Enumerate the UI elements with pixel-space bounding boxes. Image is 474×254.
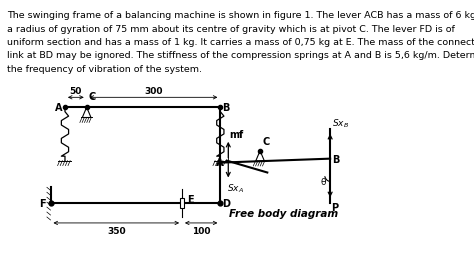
Text: A: A [217, 157, 224, 167]
Text: mf: mf [230, 129, 244, 139]
Text: A: A [55, 103, 62, 113]
Text: the frequency of vibration of the system.: the frequency of vibration of the system… [7, 65, 202, 73]
Text: a radius of gyration of 75 mm about its centre of gravity which is at pivot C. T: a radius of gyration of 75 mm about its … [7, 25, 455, 34]
Text: 350: 350 [107, 226, 126, 235]
Text: θ: θ [320, 178, 326, 187]
Text: C: C [88, 92, 95, 102]
Text: Free body diagram: Free body diagram [228, 208, 338, 218]
Text: uniform section and has a mass of 1 kg. It carries a mass of 0,75 kg at E. The m: uniform section and has a mass of 1 kg. … [7, 38, 474, 47]
Text: D: D [222, 198, 230, 208]
Text: 100: 100 [192, 226, 210, 235]
Text: The swinging frame of a balancing machine is shown in figure 1. The lever ACB ha: The swinging frame of a balancing machin… [7, 11, 474, 20]
Text: B: B [332, 154, 340, 164]
Text: $\mathit{Sx}_A$: $\mathit{Sx}_A$ [227, 182, 244, 194]
Text: B: B [222, 103, 230, 113]
Text: F: F [39, 198, 46, 208]
Bar [180, 199, 184, 208]
Text: E: E [187, 194, 194, 204]
Text: link at BD may be ignored. The stiffness of the compression springs at A and B i: link at BD may be ignored. The stiffness… [7, 51, 474, 60]
Text: 300: 300 [144, 87, 163, 96]
Text: 50: 50 [70, 87, 82, 96]
Text: C: C [263, 136, 270, 146]
Text: P: P [332, 202, 339, 212]
Text: $\mathit{Sx}_B$: $\mathit{Sx}_B$ [332, 117, 348, 130]
